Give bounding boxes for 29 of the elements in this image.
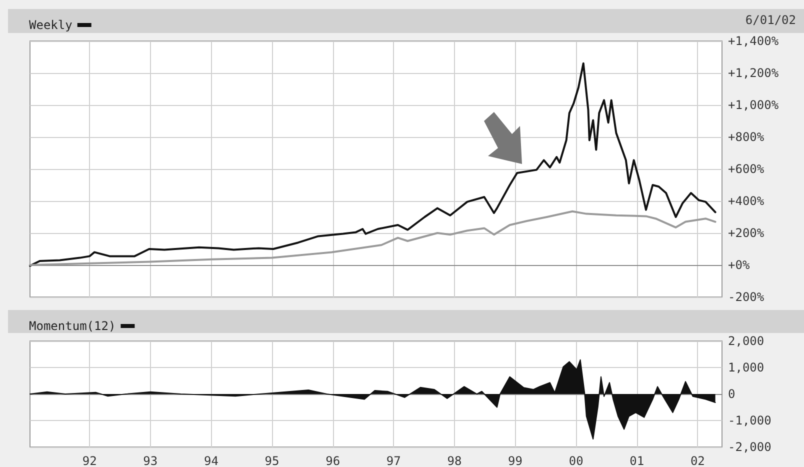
x-tick-label: 93 [143, 454, 158, 467]
y-tick-label: +800% [728, 130, 765, 144]
y-tick-label: +200% [728, 226, 765, 240]
y-tick-label: +1,400% [728, 34, 780, 48]
y-tick-label: -1,000 [728, 414, 772, 428]
y-tick-label: -200% [728, 290, 765, 304]
line-series [29, 62, 716, 267]
x-tick-label: 98 [447, 454, 462, 467]
x-tick-label: 99 [508, 454, 522, 467]
x-tick-label: 96 [326, 454, 340, 467]
y-tick-label: +0% [728, 258, 750, 272]
y-tick-label: 1,000 [728, 360, 764, 374]
y-tick-label: -2,000 [728, 440, 772, 454]
x-tick-label: 02 [690, 454, 705, 467]
legend-label: Momentum(12) [28, 319, 116, 333]
x-tick-label: 01 [630, 454, 644, 467]
x-tick-label: 94 [204, 454, 218, 467]
legend-label: Weekly [28, 18, 72, 32]
x-tick-label: 95 [264, 454, 280, 467]
y-tick-label: +1,200% [728, 66, 780, 80]
y-tick-label: +400% [728, 194, 765, 208]
y-tick-label: 2,000 [728, 334, 764, 348]
y-tick-label: +600% [728, 162, 765, 176]
x-tick-label: 97 [386, 454, 401, 467]
x-tick-label: 00 [568, 454, 584, 467]
y-tick-label: +1,000% [728, 98, 780, 112]
x-tick-label: 92 [82, 454, 97, 467]
text: 6/01/02 [745, 13, 796, 27]
y-tick-label: 0 [728, 387, 736, 401]
